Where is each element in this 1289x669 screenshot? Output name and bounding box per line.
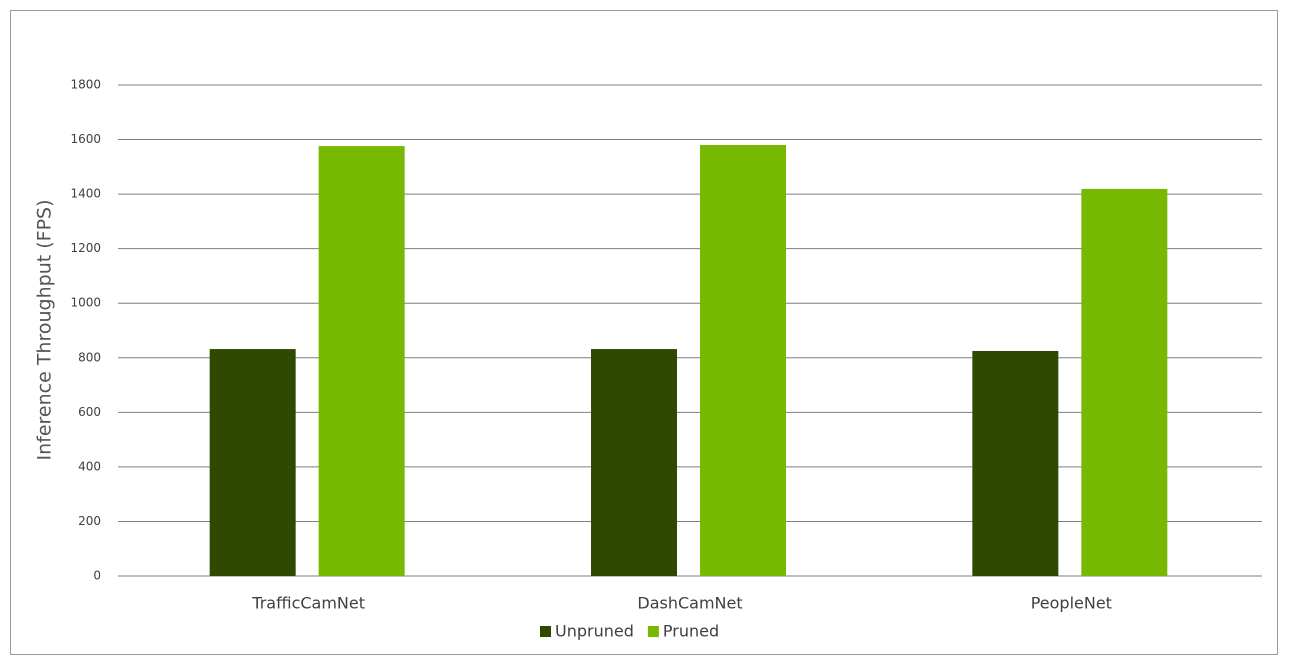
legend-swatch xyxy=(647,626,659,637)
y-tick-label: 1600 xyxy=(70,132,101,146)
y-tick-label: 1200 xyxy=(70,241,101,255)
bar xyxy=(591,349,677,576)
bar xyxy=(318,146,405,576)
x-tick-label: PeopleNet xyxy=(1031,594,1112,613)
y-tick-label: 1400 xyxy=(70,187,101,201)
bar xyxy=(700,145,786,576)
bar xyxy=(209,349,296,576)
y-tick-label: 400 xyxy=(78,459,101,473)
y-axis-label: Inference Throughput (FPS) xyxy=(34,200,56,461)
y-tick-label: 1000 xyxy=(70,296,101,310)
y-tick-label: 600 xyxy=(78,405,101,419)
y-tick-label: 200 xyxy=(78,514,101,528)
legend-label: Pruned xyxy=(663,622,719,641)
bar xyxy=(972,350,1059,576)
y-tick-label: 0 xyxy=(93,569,101,583)
legend-label: Unpruned xyxy=(555,622,634,641)
legend-swatch xyxy=(540,626,551,637)
bar xyxy=(1081,188,1168,576)
y-tick-label: 800 xyxy=(78,350,101,364)
x-tick-label: DashCamNet xyxy=(637,594,742,613)
y-tick-label: 1800 xyxy=(70,78,101,92)
x-tick-label: TrafficCamNet xyxy=(251,594,365,613)
